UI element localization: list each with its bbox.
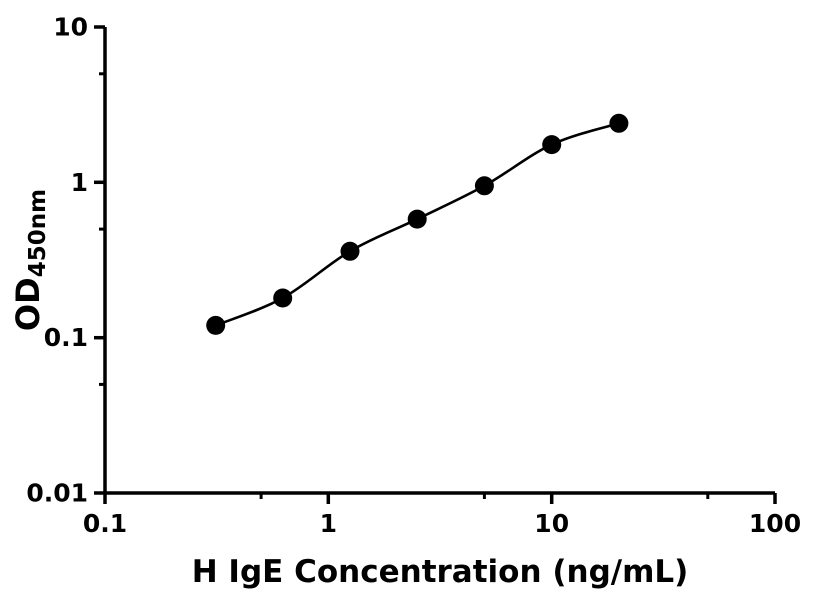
data-point — [273, 288, 293, 308]
y-tick-label: 0.01 — [26, 479, 88, 508]
data-point — [407, 209, 427, 229]
x-axis-title: H IgE Concentration (ng/mL) — [191, 554, 689, 590]
data-point — [206, 315, 226, 335]
y-tick-label: 0.1 — [44, 323, 88, 352]
x-tick-label: 1 — [320, 509, 337, 538]
data-point — [609, 113, 629, 133]
data-point — [542, 135, 562, 155]
data-point — [474, 176, 494, 196]
y-tick-label: 1 — [71, 168, 88, 197]
axis-spines — [103, 27, 775, 495]
x-tick-label: 100 — [749, 509, 801, 538]
data-point — [340, 241, 360, 261]
x-tick-label: 10 — [534, 509, 569, 538]
y-tick-label: 10 — [53, 13, 88, 42]
x-tick-label: 0.1 — [83, 509, 127, 538]
